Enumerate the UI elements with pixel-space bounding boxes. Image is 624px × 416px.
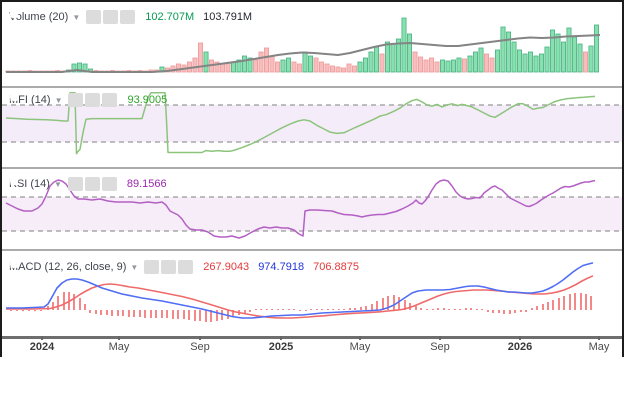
- indicator-chart-widget: Volume (20) ▼ 102.707M 103.791M MFI (14)…: [0, 0, 624, 357]
- chevron-down-icon[interactable]: ▼: [53, 179, 62, 189]
- gear-icon[interactable]: [9, 259, 177, 274]
- volume-plot: [5, 17, 601, 73]
- close-icon[interactable]: [9, 176, 117, 191]
- eye-icon[interactable]: [9, 176, 83, 191]
- eye-icon[interactable]: [9, 9, 102, 24]
- pane-separator[interactable]: [2, 167, 622, 169]
- axis-label: 2026: [507, 341, 533, 353]
- macd-legend: MACD (12, 26, close, 9) ▼ 267.9043 974.7…: [9, 259, 368, 275]
- macd-plot: [6, 262, 594, 322]
- time-axis-line[interactable]: [2, 336, 622, 339]
- axis-label: May: [349, 341, 371, 353]
- axis-tick: [199, 336, 201, 340]
- rsi-legend: RSI (14) ▼ 89.1566: [9, 176, 176, 192]
- close-icon[interactable]: [9, 259, 194, 274]
- rsi-pane: RSI (14) ▼ 89.1566: [2, 169, 622, 249]
- macd-legend-buttons: [9, 259, 195, 274]
- mfi-pane: MFI (14) ▼ 93.9005: [2, 88, 622, 167]
- axis-tick: [598, 336, 600, 340]
- mfi-plot: [2, 91, 622, 155]
- axis-label: May: [588, 341, 610, 353]
- axis-tick: [118, 336, 120, 340]
- axis-tick: [439, 336, 441, 340]
- macd-indicator-title[interactable]: MACD (12, 26, close, 9): [9, 261, 127, 273]
- macd-hist-value: 267.9043: [203, 261, 250, 273]
- mfi-indicator-title[interactable]: MFI (14): [9, 94, 51, 106]
- chevron-down-icon[interactable]: ▼: [54, 95, 63, 105]
- gear-icon[interactable]: [9, 176, 100, 191]
- macd-line-value: 974.7918: [258, 261, 305, 273]
- volume-indicator-title[interactable]: Volume (20): [9, 11, 69, 23]
- volume-ma-value: 103.791M: [203, 11, 253, 23]
- volume-legend-buttons: [9, 9, 137, 24]
- time-axis[interactable]: 2024 May Sep 2025 May Sep 2026 May: [2, 336, 622, 357]
- axis-label: Sep: [190, 341, 210, 353]
- axis-tick: [41, 336, 43, 340]
- pane-separator[interactable]: [2, 86, 622, 88]
- volume-legend: Volume (20) ▼ 102.707M 103.791M: [9, 9, 261, 25]
- axis-tick: [280, 336, 282, 340]
- axis-label: 2025: [268, 341, 294, 353]
- axis-label: Sep: [430, 341, 450, 353]
- macd-pane: MACD (12, 26, close, 9) ▼ 267.9043 974.7…: [2, 251, 622, 336]
- gear-icon[interactable]: [9, 92, 101, 107]
- volume-current-value: 102.707M: [145, 11, 195, 23]
- rsi-indicator-title[interactable]: RSI (14): [9, 178, 50, 190]
- rsi-plot: [2, 179, 622, 239]
- axis-tick: [359, 336, 361, 340]
- axis-label: 2024: [29, 341, 55, 353]
- axis-tick: [519, 336, 521, 340]
- chevron-down-icon[interactable]: ▼: [72, 12, 81, 22]
- chevron-down-icon[interactable]: ▼: [130, 262, 139, 272]
- macd-signal-value: 706.8875: [313, 261, 359, 273]
- eye-icon[interactable]: [9, 92, 84, 107]
- eye-icon[interactable]: [9, 259, 160, 274]
- close-icon[interactable]: [9, 92, 118, 107]
- volume-pane: Volume (20) ▼ 102.707M 103.791M: [2, 2, 622, 86]
- mfi-value: 93.9005: [127, 94, 168, 106]
- close-icon[interactable]: [9, 9, 136, 24]
- gear-icon[interactable]: [9, 9, 119, 24]
- rsi-legend-buttons: [9, 176, 119, 191]
- rsi-value: 89.1566: [126, 178, 167, 190]
- mfi-legend-buttons: [9, 92, 119, 107]
- mfi-legend: MFI (14) ▼ 93.9005: [9, 92, 176, 108]
- axis-label: May: [108, 341, 130, 353]
- pane-separator[interactable]: [2, 249, 622, 251]
